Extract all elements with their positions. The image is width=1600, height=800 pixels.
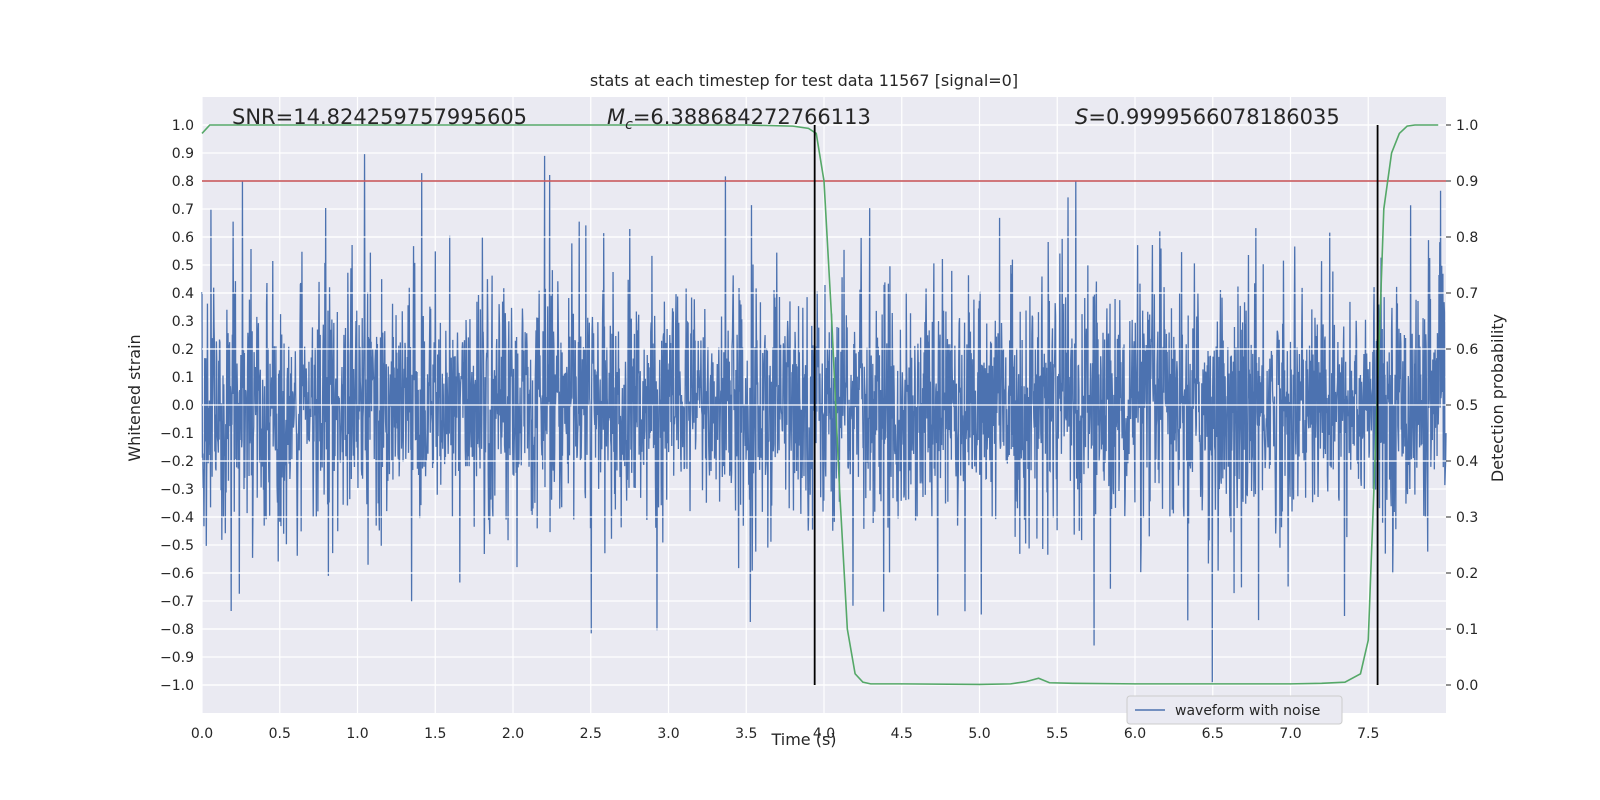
y-tick-label: 0.7 xyxy=(172,202,194,218)
y2-tick-label: 0.0 xyxy=(1456,678,1478,694)
y-tick-label: −1.0 xyxy=(160,678,194,694)
y-tick-label: −0.1 xyxy=(160,426,194,442)
y2-tick-label: 0.3 xyxy=(1456,510,1478,526)
y-tick-label: 0.3 xyxy=(172,314,194,330)
x-tick-label: 5.5 xyxy=(1046,726,1068,742)
x-tick-label: 1.0 xyxy=(346,726,368,742)
chirp-mass-value: =6.388684272766113 xyxy=(633,105,871,129)
legend: waveform with noise xyxy=(1126,695,1343,725)
x-tick-label: 3.5 xyxy=(735,726,757,742)
y2-tick-label: 1.0 xyxy=(1456,118,1478,134)
x-tick-label: 0.0 xyxy=(191,726,213,742)
significance-value: =0.9999566078186035 xyxy=(1088,105,1339,129)
y2-axis-title: Detection probability xyxy=(1488,314,1507,482)
chirp-mass-annotation: Mc=6.388684272766113 xyxy=(607,105,871,133)
y-tick-label: 0.8 xyxy=(172,174,194,190)
x-axis-ticks: 0.0 0.5 1.0 1.5 2.0 2.5 3.0 3.5 4.0 4.5 5.0 5.5 6.0 6… xyxy=(191,726,1380,742)
y2-tick-label: 0.2 xyxy=(1456,566,1478,582)
x-axis-title: Time (s) xyxy=(770,730,836,749)
y-tick-label: −0.7 xyxy=(160,594,194,610)
x-tick-label: 4.5 xyxy=(891,726,913,742)
x-tick-label: 2.5 xyxy=(580,726,602,742)
x-tick-label: 7.5 xyxy=(1357,726,1379,742)
x-tick-label: 6.0 xyxy=(1124,726,1146,742)
y-tick-label: −0.3 xyxy=(160,482,194,498)
chart-title: stats at each timestep for test data 115… xyxy=(590,71,1018,90)
y-tick-label: 0.1 xyxy=(172,370,194,386)
legend-box xyxy=(1126,695,1343,725)
y-tick-label: −0.6 xyxy=(160,566,194,582)
y-tick-label: −0.5 xyxy=(160,538,194,554)
y2-tick-label: 0.4 xyxy=(1456,454,1478,470)
x-tick-label: 1.5 xyxy=(424,726,446,742)
chirp-mass-subscript: c xyxy=(625,117,633,133)
waveform-series xyxy=(201,154,1447,683)
y-tick-label: 0.2 xyxy=(172,342,194,358)
y2-tick-label: 0.9 xyxy=(1456,174,1478,190)
y2-tick-label: 0.5 xyxy=(1456,398,1478,414)
vertical-markers xyxy=(813,125,1379,685)
y2-tick-label: 0.1 xyxy=(1456,622,1478,638)
y-tick-label: 0.0 xyxy=(172,398,194,414)
x-tick-label: 7.0 xyxy=(1279,726,1301,742)
y-tick-label: −0.2 xyxy=(160,454,194,470)
y2-tick-label: 0.8 xyxy=(1456,230,1478,246)
y-tick-label: 0.9 xyxy=(172,146,194,162)
y-tick-label: −0.9 xyxy=(160,650,194,666)
snr-annotation: SNR=14.824259757995605 xyxy=(232,105,527,129)
x-tick-label: 5.0 xyxy=(968,726,990,742)
detection-probability-line xyxy=(201,124,1439,686)
y-axis-title: Whitened strain xyxy=(125,334,144,461)
x-tick-label: 6.5 xyxy=(1202,726,1224,742)
y-tick-label: 1.0 xyxy=(172,118,194,134)
y-tick-label: −0.8 xyxy=(160,622,194,638)
legend-label: waveform with noise xyxy=(1175,703,1320,719)
waveform-with-noise-line xyxy=(201,154,1447,683)
x-tick-label: 0.5 xyxy=(269,726,291,742)
y-tick-label: 0.4 xyxy=(172,286,194,302)
y2-tick-label: 0.6 xyxy=(1456,342,1478,358)
y-tick-label: 0.5 xyxy=(172,258,194,274)
y2-tick-label: 0.7 xyxy=(1456,286,1478,302)
y2-axis-ticks: 1.0 0.9 0.8 0.7 0.6 0.5 0.4 0.3 0.2 0.1 0.0 xyxy=(1446,118,1478,694)
chirp-mass-symbol: M xyxy=(607,105,625,129)
x-tick-label: 2.0 xyxy=(502,726,524,742)
x-tick-label: 4.0 xyxy=(813,726,835,742)
y-axis-ticks: 1.0 0.9 0.8 0.7 0.6 0.5 0.4 0.3 0.2 0.1 0.0 −0.1 −0.… xyxy=(160,118,194,694)
y-tick-label: −0.4 xyxy=(160,510,194,526)
x-tick-label: 3.0 xyxy=(657,726,679,742)
significance-annotation: S=0.9999566078186035 xyxy=(1075,105,1340,129)
significance-symbol: S xyxy=(1075,105,1088,129)
y-tick-label: 0.6 xyxy=(172,230,194,246)
